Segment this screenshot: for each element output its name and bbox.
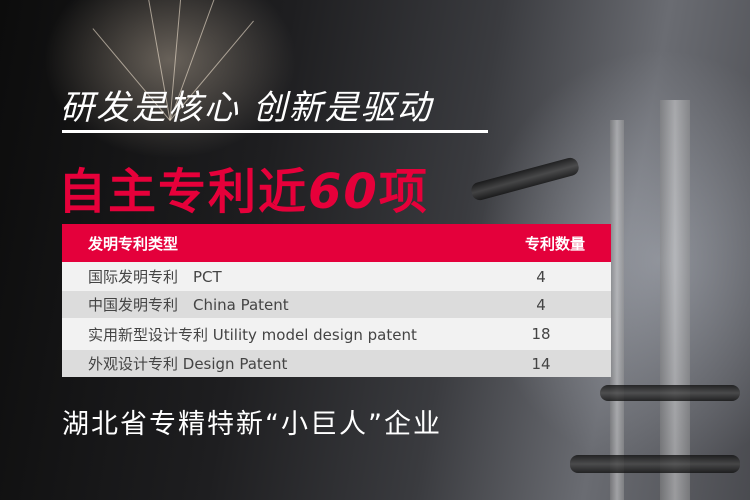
- header-count: 专利数量: [524, 234, 585, 253]
- patent-table: 发明专利类型 专利数量 国际发明专利 PCT 4 中国发明专利 China Pa…: [62, 224, 611, 377]
- patent-type: 外观设计专利 Design Patent: [88, 355, 288, 373]
- table-row: 国际发明专利 PCT 4: [62, 262, 611, 291]
- table-row: 外观设计专利 Design Patent 14: [62, 350, 611, 377]
- patent-count: 14: [531, 354, 551, 373]
- table-row: 实用新型设计专利 Utility model design patent 18: [62, 318, 611, 350]
- divider: [62, 130, 488, 133]
- patent-count-title: 自主专利近60项: [58, 152, 429, 222]
- patent-type: 国际发明专利 PCT: [88, 268, 222, 286]
- patent-count: 4: [536, 295, 546, 314]
- headline: 研发是核心 创新是驱动: [60, 88, 433, 128]
- table-header: 发明专利类型 专利数量: [62, 224, 611, 262]
- patent-type: 中国发明专利 China Patent: [88, 296, 289, 314]
- patent-count: 4: [536, 267, 546, 286]
- patent-count: 18: [531, 325, 551, 343]
- title-number: 60: [308, 164, 379, 220]
- company-honor: 湖北省专精特新“小巨人”企业: [62, 409, 442, 440]
- table-row: 中国发明专利 China Patent 4: [62, 291, 611, 318]
- patent-type: 实用新型设计专利 Utility model design patent: [88, 325, 417, 344]
- title-prefix: 自主专利近: [58, 164, 309, 220]
- header-type: 发明专利类型: [88, 234, 179, 253]
- title-suffix: 项: [378, 164, 429, 220]
